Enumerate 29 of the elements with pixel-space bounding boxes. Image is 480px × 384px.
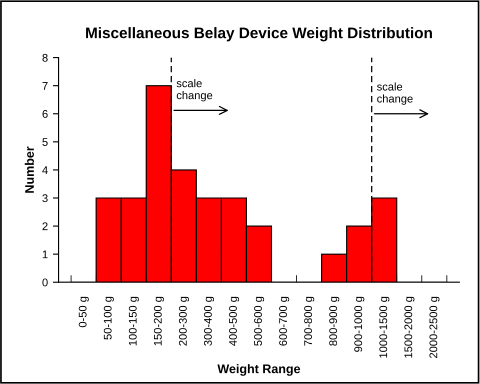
y-tick-label: 0 [42, 278, 48, 286]
annotation: scale change [176, 79, 212, 102]
y-axis-title: Number [24, 146, 34, 193]
x-tick-label: 200-300 g [178, 296, 189, 346]
y-tick-label: 7 [42, 82, 48, 90]
x-tick-label: 600-700 g [279, 296, 290, 346]
chart-title: Miscellaneous Belay Device Weight Distribution [86, 27, 432, 42]
x-tick-label: 700-800 g [304, 296, 314, 346]
x-tick-label: 300-400 g [204, 296, 214, 346]
x-tick-label: 2000-2500 g [429, 296, 440, 358]
y-tick-label: 1 [42, 250, 48, 258]
x-tick-label: 500-600 g [254, 296, 264, 346]
x-tick-label: 0-50 g [78, 296, 89, 328]
x-tick-label: 400-500 g [229, 296, 240, 346]
x-tick-label: 50-100 g [104, 296, 114, 340]
x-tick-label: 900-1000 g [354, 296, 364, 352]
x-tick-label: 1500-2000 g [404, 296, 414, 358]
y-tick-label: 3 [42, 194, 48, 202]
y-tick-label: 4 [42, 166, 48, 174]
x-tick-label: 1000-1500 g [379, 296, 390, 358]
annotation: scale change [377, 82, 413, 105]
y-tick-label: 2 [42, 222, 48, 230]
y-tick-label: 6 [42, 110, 48, 118]
x-tick-label: 150-200 g [154, 296, 164, 346]
y-tick-label: 5 [42, 138, 48, 146]
x-tick-label: 800-900 g [329, 296, 340, 346]
x-axis-title: Weight Range [217, 364, 300, 376]
x-tick-label: 100-150 g [128, 296, 139, 346]
y-tick-label: 8 [42, 54, 48, 62]
